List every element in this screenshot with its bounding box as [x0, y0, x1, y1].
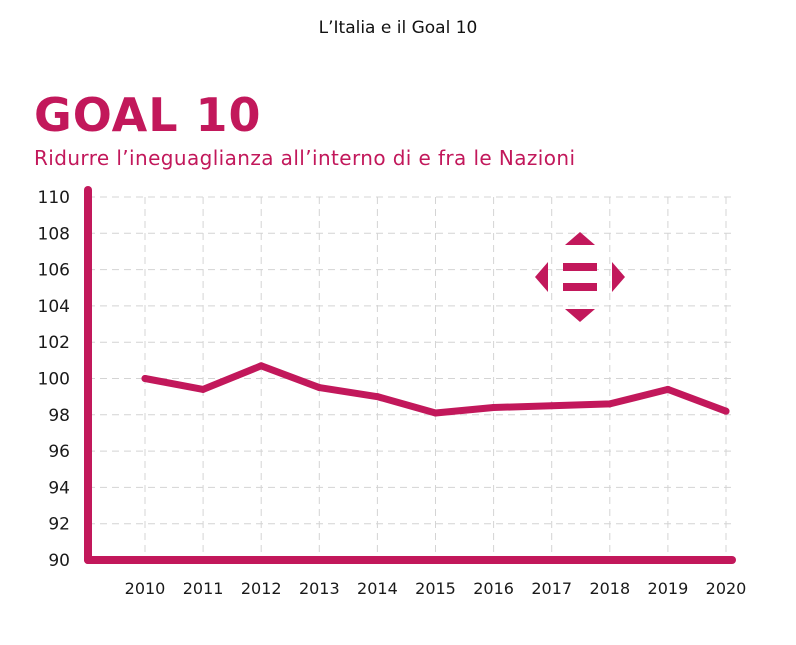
arrow-right: [612, 262, 625, 292]
x-tick-label: 2019: [648, 579, 689, 598]
axes: [84, 186, 736, 564]
x-tick-label: 2017: [531, 579, 572, 598]
x-tick-label: 2018: [589, 579, 630, 598]
x-tick-label: 2013: [299, 579, 340, 598]
goal-heading: GOAL 10: [34, 88, 262, 142]
data-point: [373, 393, 381, 401]
grid-lines: [88, 196, 732, 560]
data-point: [606, 400, 614, 408]
arrow-down: [565, 309, 595, 322]
x-tick-label: 2010: [125, 579, 166, 598]
y-tick-label: 96: [48, 442, 70, 462]
data-point: [141, 375, 149, 382]
x-tick-label: 2016: [473, 579, 514, 598]
y-tick-label: 92: [48, 515, 70, 535]
data-point: [199, 385, 207, 393]
data-point: [257, 362, 265, 370]
y-tick-label: 98: [48, 406, 70, 426]
equals-bar-top: [563, 263, 597, 271]
y-tick-label: 108: [38, 224, 70, 244]
page-title: L’Italia e il Goal 10: [318, 18, 478, 38]
arrow-left: [535, 262, 548, 292]
data-point: [490, 404, 498, 412]
data-point: [548, 402, 556, 410]
data-point: [432, 409, 439, 417]
data-point: [315, 384, 323, 392]
x-tick-label: 2015: [415, 579, 456, 598]
y-axis-ticks: 90 92 94 96 98 100 102 104 106 108 110: [38, 188, 70, 571]
x-tick-label: 2012: [241, 579, 282, 598]
x-tick-label: 2014: [357, 579, 398, 598]
data-point: [722, 407, 730, 415]
y-tick-label: 104: [38, 297, 70, 317]
arrow-up: [565, 232, 595, 245]
goal-subtitle: Ridurre l’ineguaglianza all’interno di e…: [34, 146, 576, 170]
x-tick-label: 2011: [183, 579, 224, 598]
y-tick-label: 106: [38, 261, 70, 281]
y-tick-label: 102: [38, 333, 70, 353]
series: [141, 362, 730, 417]
goal-10-reduced-inequalities-icon: [535, 232, 625, 322]
x-tick-label: 2020: [706, 579, 747, 598]
y-tick-label: 110: [38, 188, 70, 208]
y-tick-label: 100: [38, 370, 70, 390]
equals-bar-bottom: [563, 283, 597, 291]
data-point: [664, 385, 672, 393]
y-tick-label: 90: [48, 551, 70, 571]
y-tick-label: 94: [48, 478, 70, 498]
x-axis-ticks: 2010 2011 2012 2013 2014 2015 2016 2017 2018 2019…: [125, 579, 747, 598]
